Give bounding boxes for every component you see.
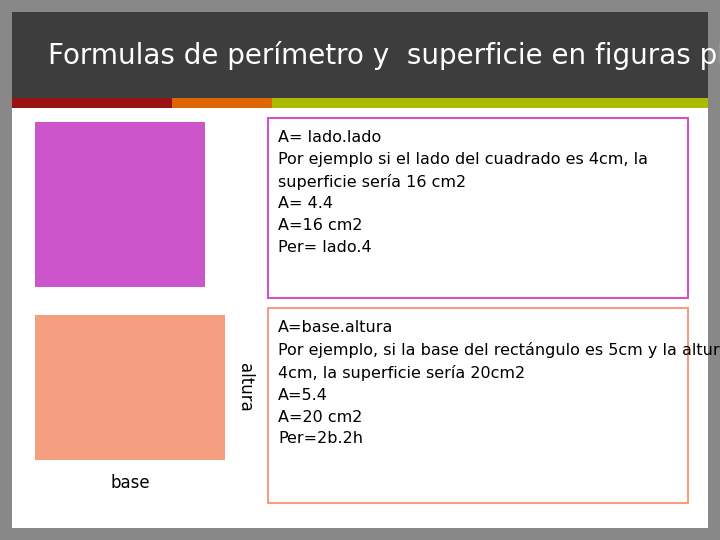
Bar	[172, 98, 272, 108]
Text: altura: altura	[236, 363, 254, 412]
Bar	[35, 315, 225, 460]
Text: Formulas de perímetro y  superficie en figuras planas: Formulas de perímetro y superficie en fi…	[48, 40, 720, 70]
FancyBboxPatch shape	[268, 118, 688, 298]
Text: A=base.altura
Por ejemplo, si la base del rectángulo es 5cm y la altura
4cm, la : A=base.altura Por ejemplo, si la base de…	[278, 320, 720, 446]
Text: base: base	[110, 474, 150, 492]
Bar	[272, 98, 708, 108]
Bar	[12, 98, 172, 108]
Text: A= lado.lado
Por ejemplo si el lado del cuadrado es 4cm, la
superficie sería 16 : A= lado.lado Por ejemplo si el lado del …	[278, 130, 648, 254]
Bar	[35, 122, 205, 287]
FancyBboxPatch shape	[268, 308, 688, 503]
Bar	[12, 12, 708, 98]
